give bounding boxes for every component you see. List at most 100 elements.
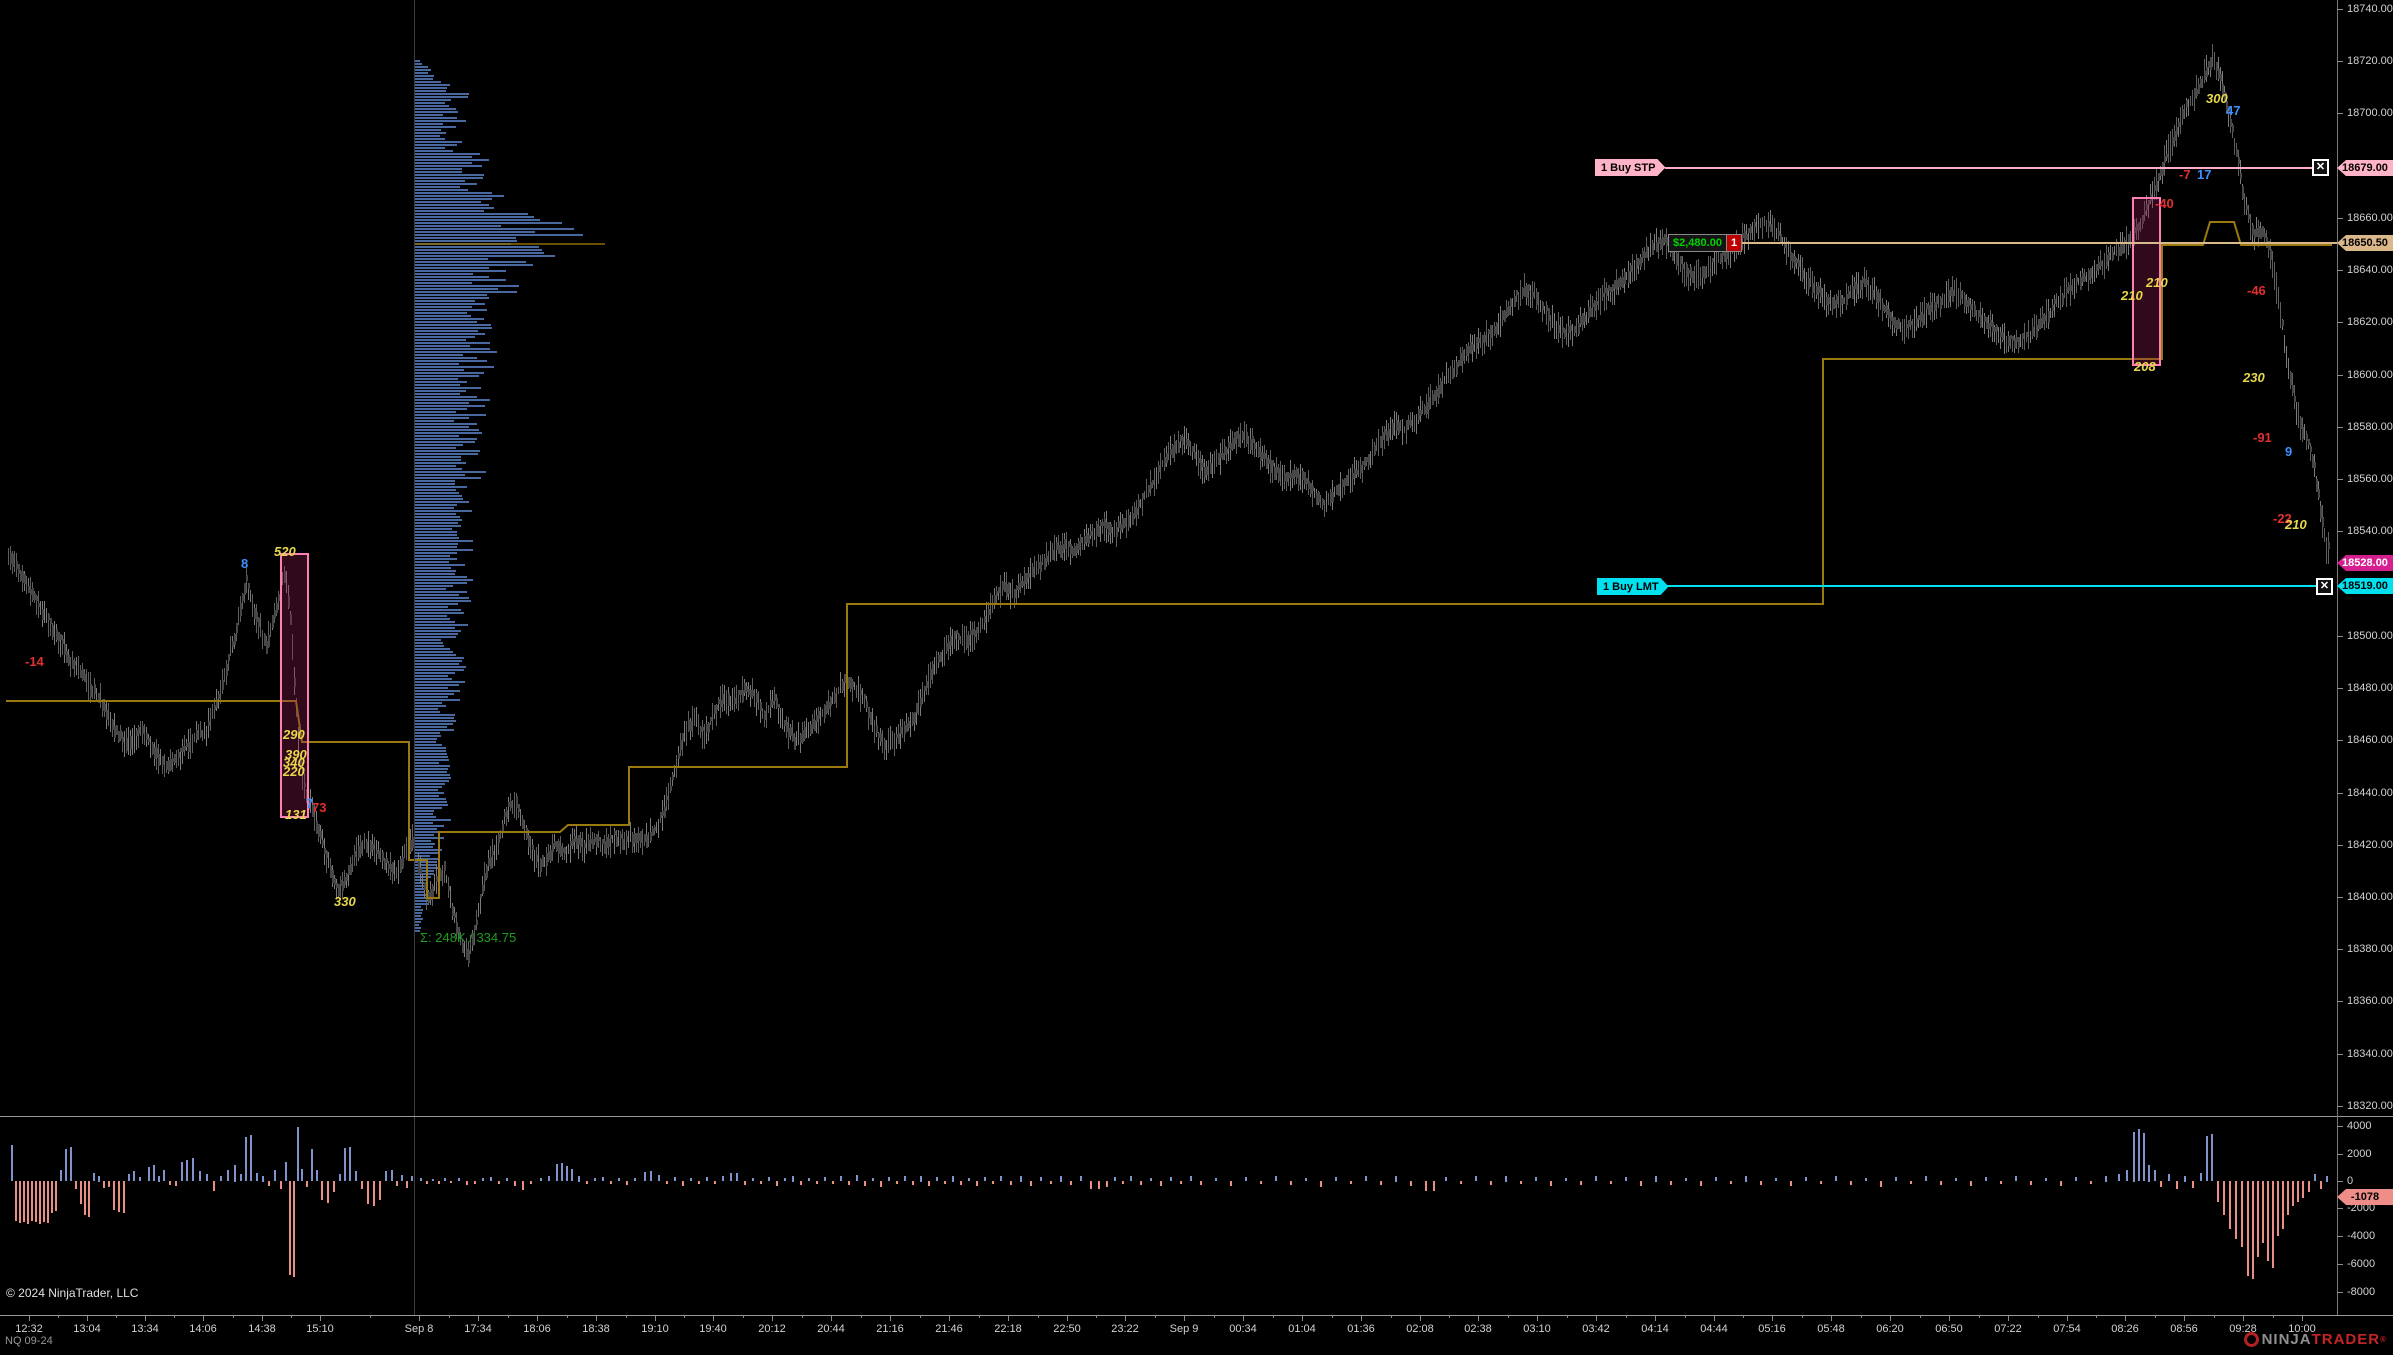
delta-count-annotation: 520 — [274, 544, 296, 559]
position-quantity-badge[interactable]: 1 — [1726, 234, 1743, 252]
price-tick-label: 18380.00 — [2347, 943, 2393, 955]
time-tick-label: Sep 8 — [404, 1323, 434, 1335]
trade-zone-rectangle — [2132, 197, 2161, 366]
delta-bar — [1260, 1181, 1262, 1184]
delta-count-annotation: 47 — [2226, 103, 2241, 118]
time-tick-label: 06:20 — [1876, 1323, 1904, 1335]
delta-bar — [1190, 1176, 1192, 1181]
close-order-icon[interactable]: ✕ — [2312, 159, 2329, 176]
price-tick-label: 18640.00 — [2347, 264, 2393, 276]
delta-bar — [1685, 1178, 1687, 1181]
price-tick-label: 2000 — [2347, 1148, 2372, 1160]
delta-bar — [2200, 1173, 2202, 1181]
delta-bar — [912, 1181, 914, 1185]
delta-bar — [1760, 1181, 1762, 1185]
delta-bar — [1275, 1176, 1277, 1181]
time-tick-label: 21:46 — [935, 1323, 963, 1335]
delta-bar — [730, 1173, 732, 1181]
buy-stop-order-label[interactable]: 1 Buy STP — [1595, 159, 1665, 176]
delta-bar — [289, 1181, 291, 1275]
delta-bar — [19, 1181, 21, 1223]
price-tick-label: 18540.00 — [2347, 525, 2393, 537]
price-axis-tag[interactable]: 18650.50 — [2337, 235, 2393, 251]
delta-bar — [888, 1177, 890, 1181]
delta-bar — [2000, 1181, 2002, 1184]
delta-bar — [1970, 1181, 1972, 1186]
delta-count-annotation: -91 — [2253, 430, 2272, 445]
price-axis-tag[interactable]: 18519.00 — [2337, 578, 2393, 594]
delta-bar — [548, 1176, 550, 1181]
delta-bar — [245, 1137, 247, 1181]
delta-bar — [70, 1147, 72, 1181]
time-tick-label: 20:44 — [817, 1323, 845, 1335]
delta-bar — [2292, 1181, 2294, 1206]
delta-bar — [98, 1176, 100, 1182]
delta-bar — [1160, 1181, 1162, 1186]
delta-bar — [43, 1181, 45, 1222]
delta-count-annotation: 290 — [283, 727, 305, 742]
delta-bar — [1290, 1181, 1292, 1185]
delta-count-annotation: -40 — [2155, 196, 2174, 211]
price-tick-label: 18740.00 — [2347, 3, 2393, 15]
price-tick-label: 0 — [2347, 1175, 2354, 1187]
close-order-icon[interactable]: ✕ — [2316, 578, 2333, 595]
delta-bar — [1805, 1177, 1807, 1181]
delta-bar — [2148, 1165, 2150, 1182]
delta-bar — [1865, 1178, 1867, 1181]
delta-bar — [816, 1181, 818, 1184]
delta-bar — [220, 1176, 222, 1181]
time-tick-label: 03:10 — [1523, 1323, 1551, 1335]
delta-bar — [39, 1181, 41, 1224]
delta-bar — [650, 1171, 652, 1181]
time-tick-label: 17:34 — [464, 1323, 492, 1335]
delta-count-annotation: 9 — [2285, 444, 2293, 459]
delta-bar — [2184, 1176, 2186, 1182]
delta-bar — [199, 1171, 201, 1181]
delta-bar — [682, 1181, 684, 1186]
delta-bar — [128, 1174, 130, 1181]
delta-bar — [1130, 1176, 1132, 1181]
delta-bar — [1745, 1176, 1747, 1182]
buy-limit-order-label[interactable]: 1 Buy LMT — [1597, 578, 1669, 595]
delta-bar — [920, 1176, 922, 1182]
delta-bar — [1445, 1177, 1447, 1181]
position-entry-line[interactable] — [1742, 242, 2337, 244]
delta-bar — [1050, 1181, 1052, 1184]
delta-bar — [824, 1177, 826, 1181]
delta-bar — [506, 1178, 508, 1181]
unrealized-pnl-value[interactable]: $2,480.00 — [1668, 234, 1727, 252]
delta-bar — [355, 1171, 357, 1181]
delta-bar — [1230, 1181, 1232, 1186]
delta-bar — [1410, 1181, 1412, 1186]
buy-limit-order-line[interactable] — [1667, 585, 2316, 587]
delta-bar — [2272, 1181, 2274, 1268]
price-axis-tag[interactable]: 18528.00 — [2337, 555, 2393, 571]
delta-count-annotation: 300 — [2206, 91, 2228, 106]
delta-bar — [2326, 1176, 2328, 1182]
delta-bar — [1170, 1177, 1172, 1181]
delta-bar — [2211, 1134, 2213, 1181]
delta-bar — [1305, 1178, 1307, 1181]
delta-bar — [175, 1181, 177, 1186]
delta-bar — [2045, 1178, 2047, 1181]
delta-bar — [896, 1181, 898, 1184]
delta-bar — [373, 1181, 375, 1206]
delta-bar — [256, 1173, 258, 1181]
panel-separator[interactable] — [0, 1116, 2393, 1117]
delta-bar — [2192, 1181, 2194, 1188]
delta-bar — [327, 1181, 329, 1203]
buy-stop-order-line[interactable] — [1665, 167, 2312, 169]
delta-bar — [2143, 1133, 2145, 1181]
time-tick-label: 01:36 — [1347, 1323, 1375, 1335]
delta-bar — [367, 1181, 369, 1204]
delta-bar — [936, 1177, 938, 1181]
delta-bar — [2118, 1174, 2120, 1181]
price-tick-label: 18360.00 — [2347, 995, 2393, 1007]
delta-bar — [666, 1181, 668, 1184]
position-pnl-widget[interactable]: $2,480.00 1 — [1668, 234, 1743, 252]
delta-count-annotation: -46 — [2247, 283, 2266, 298]
price-axis-tag[interactable]: 18679.00 — [2337, 160, 2393, 176]
delta-count-annotation: 17 — [2197, 167, 2212, 182]
delta-bar — [706, 1177, 708, 1181]
price-axis-tag[interactable]: -1078 — [2337, 1189, 2393, 1205]
